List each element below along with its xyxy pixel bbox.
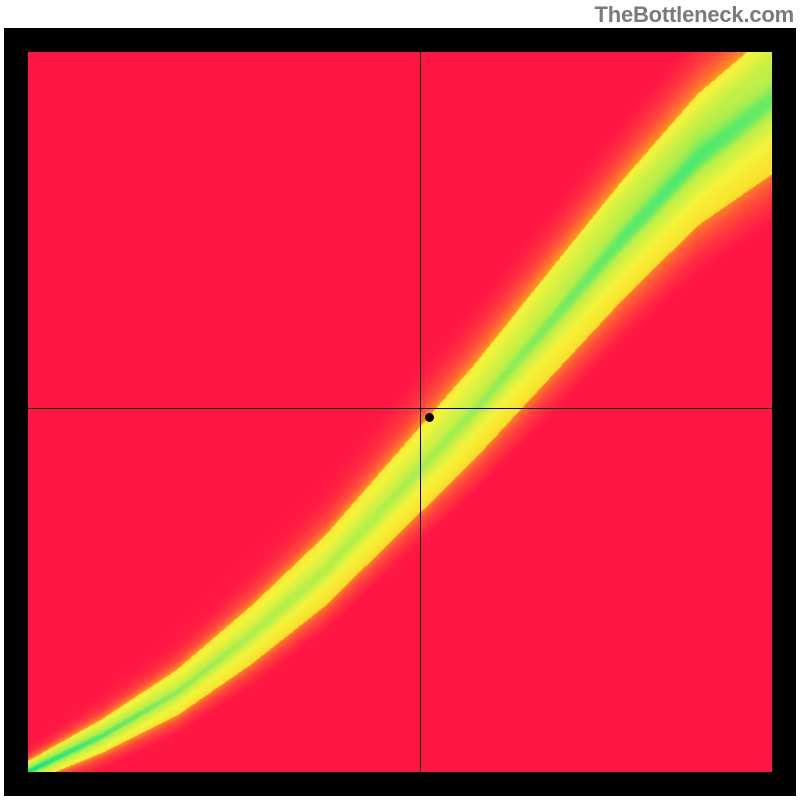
crosshair-horizontal: [28, 408, 772, 409]
heatmap-canvas: [28, 52, 772, 772]
chart-container: TheBottleneck.com: [0, 0, 800, 800]
crosshair-vertical: [420, 52, 421, 772]
watermark-text: TheBottleneck.com: [594, 2, 794, 28]
marker-dot: [425, 413, 434, 422]
plot-frame: [4, 28, 796, 796]
